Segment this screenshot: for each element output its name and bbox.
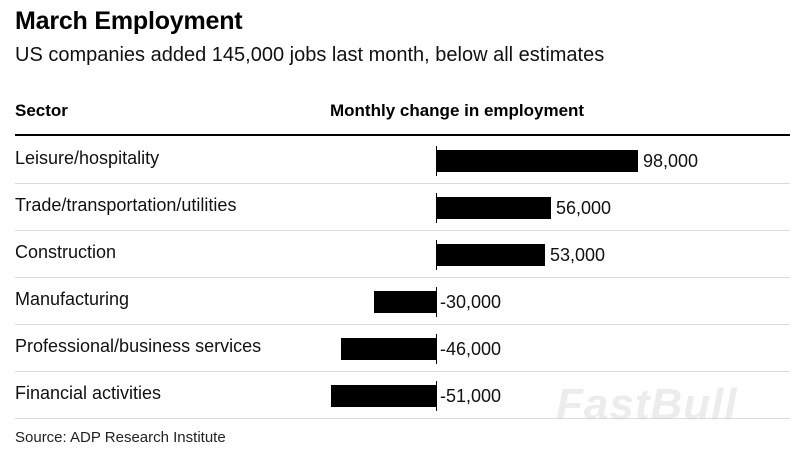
data-bar: [436, 244, 545, 266]
data-bar: [341, 338, 436, 360]
value-label: 53,000: [550, 245, 606, 265]
zero-axis: [436, 193, 437, 223]
sector-column-header: Sector: [15, 101, 68, 120]
change-column-header: Monthly change in employment: [330, 101, 585, 120]
row-divider: [15, 371, 790, 372]
sector-label: Leisure/hospitality: [15, 148, 160, 168]
row-divider: [15, 277, 790, 278]
data-bar: [374, 291, 436, 313]
sector-label: Construction: [15, 242, 117, 262]
zero-axis: [436, 381, 437, 411]
chart-title: March Employment: [15, 7, 243, 35]
data-bar: [331, 385, 436, 407]
value-label: 56,000: [556, 198, 612, 218]
zero-axis: [436, 287, 437, 317]
sector-label: Financial activities: [15, 383, 162, 403]
source-note: Source: ADP Research Institute: [15, 429, 226, 446]
data-bar: [436, 197, 551, 219]
value-label: -30,000: [440, 292, 502, 312]
value-label: 98,000: [643, 151, 699, 171]
value-label: -51,000: [440, 386, 502, 406]
zero-axis: [436, 146, 437, 176]
row-divider: [15, 324, 790, 325]
sector-label: Trade/transportation/utilities: [15, 195, 237, 215]
row-divider: [15, 230, 790, 231]
zero-axis: [436, 334, 437, 364]
chart-subtitle: US companies added 145,000 jobs last mon…: [15, 44, 605, 66]
header-divider: [15, 134, 790, 136]
data-bar: [436, 150, 638, 172]
row-divider: [15, 418, 790, 419]
watermark-logo: FastBull: [556, 380, 738, 429]
sector-label: Professional/business services: [15, 336, 262, 356]
value-label: -46,000: [440, 339, 502, 359]
zero-axis: [436, 240, 437, 270]
sector-label: Manufacturing: [15, 289, 130, 309]
row-divider: [15, 183, 790, 184]
